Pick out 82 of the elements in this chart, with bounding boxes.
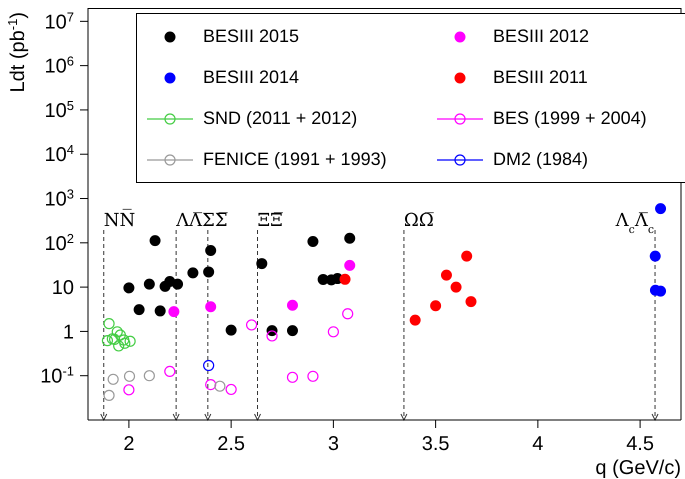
point	[203, 266, 214, 278]
point	[144, 278, 155, 290]
y-tick-label: 10$^{7}$	[44, 8, 74, 34]
point	[114, 329, 126, 341]
y-tick-label: 10$^{4}$	[44, 142, 74, 166]
point	[108, 334, 120, 345]
y-tick-label: 10$^{2}$	[44, 230, 74, 255]
x-tick-label: 2.5	[217, 433, 246, 455]
ref-line-label: ΩΩ̅	[404, 210, 434, 231]
y-tick-label: 10$^{5}$	[44, 97, 74, 122]
point	[655, 203, 666, 214]
point	[266, 330, 278, 342]
legend-label: BESIII 2012	[493, 26, 590, 47]
point	[410, 314, 421, 326]
y-tick-label: 10$^{-1}$	[40, 363, 74, 388]
y-tick-label: 1	[62, 321, 74, 344]
point	[307, 370, 319, 382]
x-tick-label: 3.5	[422, 433, 450, 455]
legend-label: BES (1999 + 2004)	[493, 108, 647, 129]
point	[650, 250, 661, 262]
point	[461, 250, 472, 262]
point	[430, 300, 442, 312]
point	[205, 245, 216, 256]
ref-line-label: ΞΞ̅	[258, 210, 283, 231]
point	[440, 270, 452, 281]
point	[286, 372, 298, 383]
point	[103, 390, 115, 401]
point	[205, 378, 216, 390]
point	[106, 333, 118, 344]
point	[286, 325, 298, 336]
point	[307, 236, 318, 248]
x-tick-label: 4	[532, 433, 544, 455]
legend-label: SND (2011 + 2012)	[203, 108, 358, 129]
y-tick-label: 10	[52, 277, 74, 300]
point	[226, 384, 237, 396]
point	[123, 282, 134, 294]
point	[150, 235, 161, 246]
ref-line-label: ΛΛ̅ΣΣ̅	[175, 210, 228, 231]
legend-label: BESIII 2011	[493, 67, 588, 88]
point	[113, 340, 124, 352]
point	[154, 305, 166, 316]
point	[172, 278, 184, 290]
point	[168, 306, 180, 318]
point	[256, 258, 268, 270]
point	[328, 326, 339, 338]
x-axis-title: q (GeV/c)	[595, 457, 681, 479]
point	[144, 370, 155, 382]
point	[342, 308, 354, 320]
legend-label: FENICE (1991 + 1993)	[203, 149, 387, 170]
point	[124, 336, 136, 347]
point	[119, 338, 130, 349]
point	[123, 384, 134, 396]
point	[164, 366, 176, 378]
point	[108, 374, 119, 385]
point	[118, 334, 130, 346]
point	[344, 260, 356, 271]
legend-label: BESIII 2014	[203, 67, 300, 88]
point	[203, 360, 214, 372]
point	[112, 326, 123, 338]
point	[205, 301, 216, 312]
x-tick-label: 4.5	[626, 433, 654, 455]
point	[103, 318, 115, 330]
point	[187, 267, 198, 278]
point	[286, 300, 298, 311]
legend-label: BESIII 2015	[203, 26, 300, 47]
point	[450, 282, 462, 293]
point	[226, 324, 237, 336]
y-tick-label: 10$^{3}$	[44, 186, 74, 211]
point	[344, 232, 356, 244]
ref-line-label: Λ$_{c}$Λ̅$_{c}$	[614, 210, 654, 236]
point	[214, 380, 226, 392]
y-tick-label: 10$^{6}$	[44, 53, 74, 78]
x-tick-label: 3	[328, 433, 339, 455]
point	[340, 274, 351, 285]
point	[102, 335, 114, 346]
legend-label: DM2 (1984)	[493, 149, 588, 170]
point	[246, 319, 258, 331]
point	[124, 370, 136, 382]
point	[465, 296, 476, 308]
x-tick-label: 2	[123, 433, 134, 455]
ref-line-label: NN̅	[104, 208, 136, 231]
point	[134, 304, 145, 316]
